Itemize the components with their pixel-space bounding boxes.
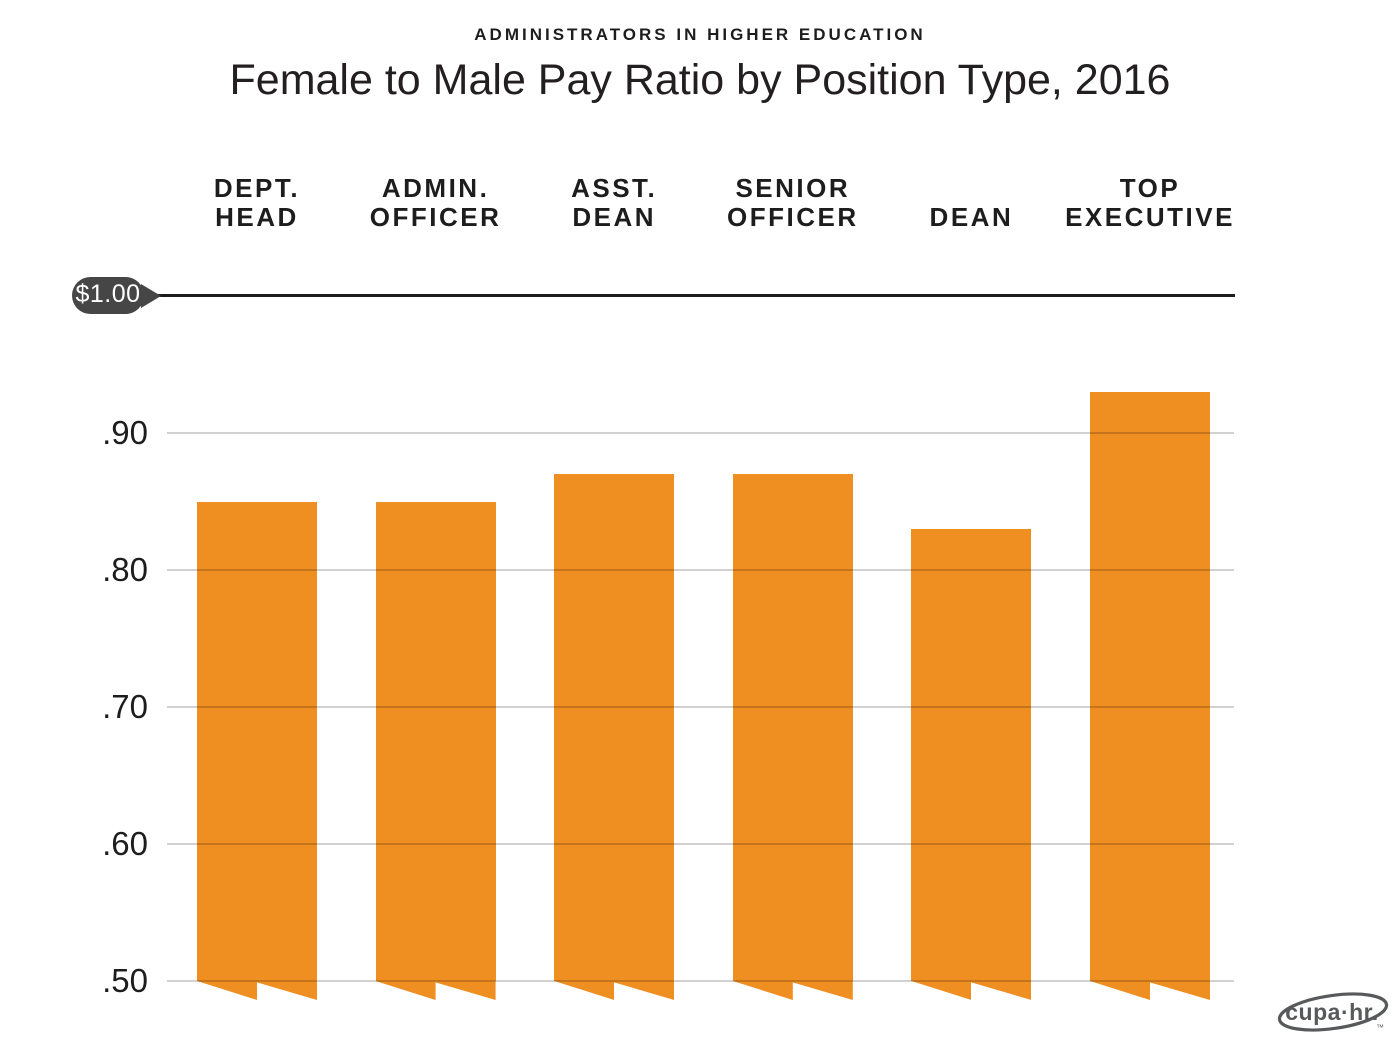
y-axis-tick-label-80: .80 (102, 551, 148, 588)
gridline-90 (167, 432, 1234, 434)
y-axis-tick-label-60: .60 (102, 825, 148, 862)
bar-body (197, 501, 317, 981)
y-axis-tick-label-90: .90 (102, 414, 148, 451)
bar-tooth (554, 980, 615, 1000)
reference-badge-label: $1.00 (75, 280, 141, 308)
bar-tooth (966, 980, 1032, 1000)
bar-axis-break-teeth (732, 980, 853, 1000)
y-axis-tick-label-50: .50 (102, 962, 148, 999)
logo-graphic: cupa·hr. ™ (1277, 992, 1389, 1032)
bar-axis-break-teeth (554, 980, 675, 1000)
bar-asst-dean (554, 474, 675, 1000)
bar-tooth (375, 981, 436, 1000)
bar-tooth (197, 981, 257, 1000)
gridline-70 (167, 706, 1234, 708)
bar-body (732, 474, 853, 981)
bar-body (375, 501, 496, 981)
bar-tooth (252, 981, 317, 1000)
column-header-admin-officer: ADMIN. OFFICER (369, 173, 502, 232)
column-header-top-executive: TOP EXECUTIVE (1065, 173, 1235, 232)
bar-axis-break-teeth (911, 980, 1032, 1000)
bar-tooth (911, 980, 972, 1000)
column-header-asst-dean: ASST. DEAN (571, 173, 658, 232)
bar-axis-break-teeth (197, 981, 317, 1000)
bar-senior-officer (732, 474, 853, 1000)
bar-tooth (1145, 980, 1210, 1000)
bar-body (911, 528, 1032, 981)
cupa-hr-logo: cupa·hr. ™ (1276, 986, 1392, 1038)
gridline-60 (167, 843, 1234, 845)
bar-axis-break-teeth (375, 981, 496, 1000)
bar-axis-break-teeth (1090, 980, 1210, 1000)
y-axis-tick-label-70: .70 (102, 688, 148, 725)
reference-line (158, 294, 1235, 297)
gridline-80 (167, 569, 1234, 571)
chart-title: Female to Male Pay Ratio by Position Typ… (229, 56, 1171, 104)
bar-tooth (609, 980, 675, 1000)
bar-tooth (732, 980, 793, 1000)
gridline-50 (167, 980, 1234, 982)
reference-badge-pointer (141, 284, 161, 308)
bar-top-executive (1090, 391, 1210, 1000)
logo-text: cupa·hr. (1285, 999, 1378, 1025)
logo-swoosh-ellipse (1277, 992, 1389, 1032)
bar-body (554, 474, 675, 981)
bar-body (1090, 391, 1210, 981)
column-header-dean: DEAN (929, 202, 1014, 232)
logo-trademark: ™ (1376, 1023, 1384, 1032)
bar-tooth (1090, 980, 1150, 1000)
bar-tooth (430, 981, 496, 1000)
bar-dean (911, 528, 1032, 1000)
bar-admin-officer (375, 501, 496, 1000)
chart-kicker: ADMINISTRATORS IN HIGHER EDUCATION (474, 25, 926, 44)
column-header-senior-officer: SENIOR OFFICER (726, 173, 859, 232)
reference-badge: $1.00 (72, 277, 144, 314)
bar-dept-head (197, 501, 317, 1000)
bar-tooth (787, 980, 853, 1000)
column-header-dept-head: DEPT. HEAD (213, 173, 301, 232)
